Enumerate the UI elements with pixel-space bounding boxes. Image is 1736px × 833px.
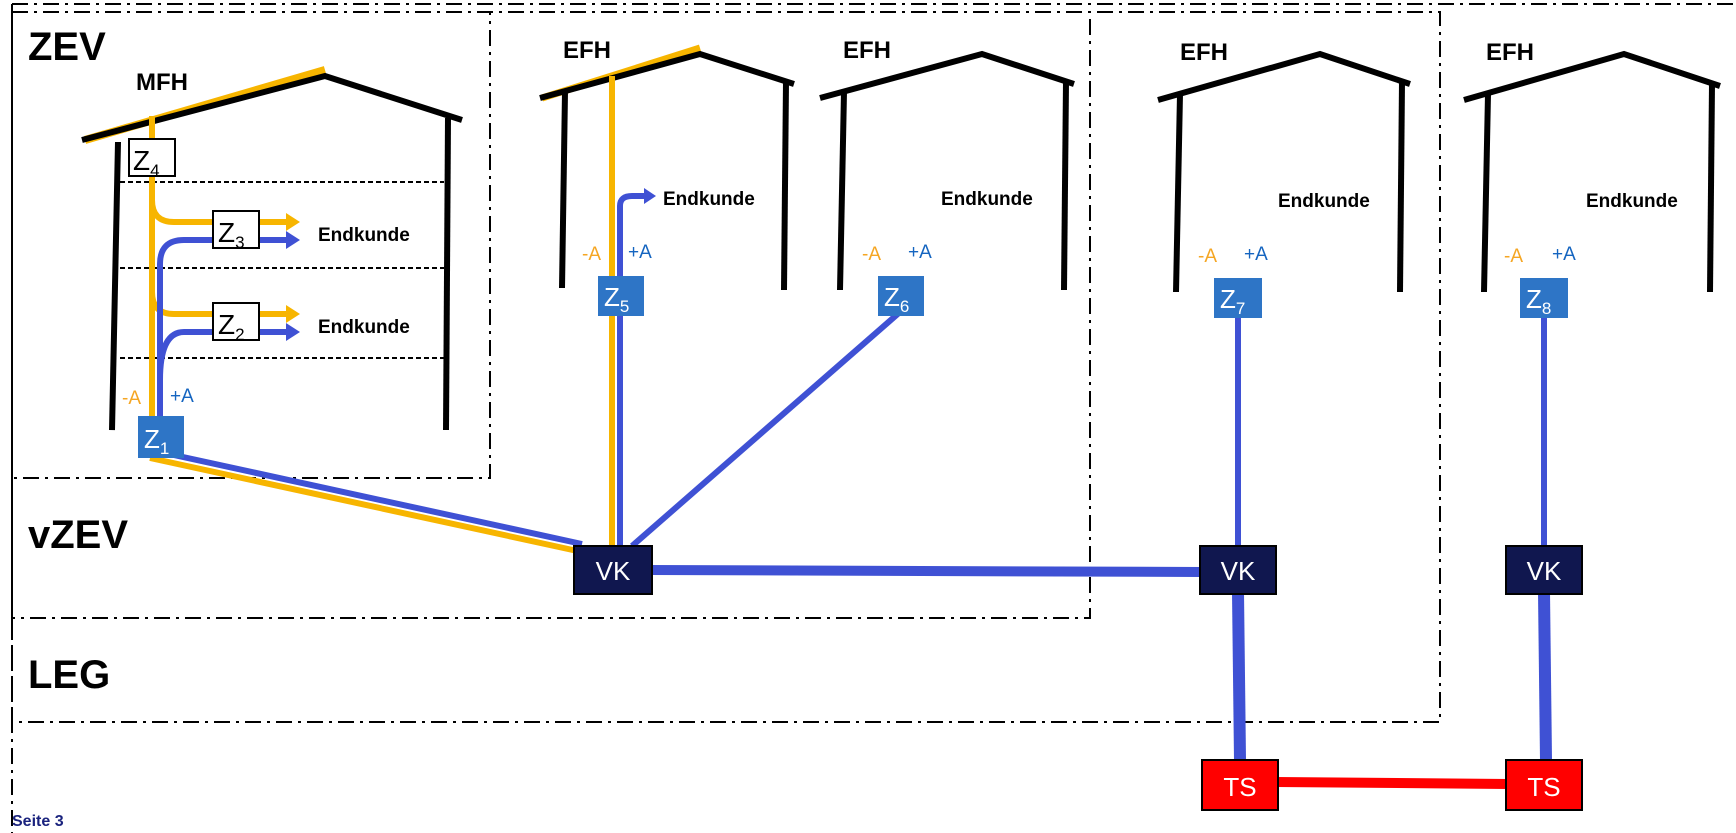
svg-text:Z5: Z5 — [604, 282, 629, 316]
line-z6-vk1 — [630, 309, 902, 549]
svg-text:Z3: Z3 — [218, 217, 245, 252]
svg-text:Z2: Z2 — [218, 309, 245, 344]
customer-label-z3: Endkunde — [318, 225, 410, 246]
house-label-mfh: MFH — [136, 69, 188, 96]
vk-box-2: VK — [1199, 545, 1277, 595]
minus-a-z1: -A — [122, 388, 141, 409]
svg-text:Z6: Z6 — [884, 282, 909, 316]
meter-z2: Z2 — [212, 302, 260, 344]
line-vk2-ts1 — [1232, 591, 1246, 761]
meter-z4: Z4 — [128, 138, 176, 180]
house-efh-3: EFH — [1157, 39, 1411, 293]
arrowhead-z5 — [644, 188, 656, 204]
vk-box-1: VK — [573, 545, 653, 595]
svg-text:Z8: Z8 — [1526, 284, 1551, 318]
svg-text:Z1: Z1 — [144, 424, 169, 458]
svg-text:VK: VK — [1527, 556, 1562, 586]
line-z1-vk1-solar — [149, 455, 583, 555]
customer-label-z8: Endkunde — [1586, 191, 1678, 212]
meter-z5: Z5 — [598, 276, 644, 316]
zone-label-zev: ZEV — [28, 25, 106, 69]
minus-a-z8: -A — [1504, 246, 1523, 267]
line-vk3-ts2 — [1538, 591, 1552, 761]
svg-text:TS: TS — [1527, 772, 1560, 802]
svg-text:Z4: Z4 — [133, 145, 160, 180]
vk-box-3: VK — [1505, 545, 1583, 595]
house-label-efh-1: EFH — [563, 37, 611, 64]
plus-a-z1: +A — [170, 386, 194, 407]
plus-a-z7: +A — [1244, 244, 1268, 265]
minus-a-z5: -A — [582, 244, 601, 265]
svg-text:VK: VK — [596, 556, 631, 586]
meter-z8: Z8 — [1520, 278, 1568, 318]
page-number: Seite 3 — [12, 813, 64, 830]
house-label-efh-3: EFH — [1180, 39, 1228, 66]
mfh-grid-lines — [157, 237, 290, 418]
plus-a-z6: +A — [908, 242, 932, 263]
mfh-arrowheads — [286, 213, 300, 341]
zone-label-leg: LEG — [28, 653, 110, 697]
house-label-efh-4: EFH — [1486, 39, 1534, 66]
customer-label-z7: Endkunde — [1278, 191, 1370, 212]
svg-text:VK: VK — [1221, 556, 1256, 586]
customer-label-z5: Endkunde — [663, 189, 755, 210]
house-label-efh-2: EFH — [843, 37, 891, 64]
house-efh-4: EFH — [1463, 39, 1721, 293]
minus-a-z7: -A — [1198, 246, 1217, 267]
zone-label-vzev: vZEV — [28, 513, 128, 557]
plus-a-z8: +A — [1552, 244, 1576, 265]
customer-label-z2: Endkunde — [318, 317, 410, 338]
meter-z6: Z6 — [878, 276, 924, 316]
meter-z3: Z3 — [212, 210, 260, 252]
house-efh-2: EFH — [819, 37, 1075, 291]
svg-text:TS: TS — [1223, 772, 1256, 802]
zone-leg-boundary — [11, 11, 1441, 723]
svg-text:Z7: Z7 — [1220, 284, 1245, 318]
customer-label-z6: Endkunde — [941, 189, 1033, 210]
house-efh-1: EFH — [539, 37, 795, 291]
ts-box-2: TS — [1505, 759, 1583, 811]
line-z1-vk1-grid — [159, 449, 583, 547]
minus-a-z6: -A — [862, 244, 881, 265]
meter-z7: Z7 — [1214, 278, 1262, 318]
line-ts1-ts2 — [1275, 777, 1509, 789]
line-z5-endkunde — [617, 193, 646, 286]
plus-a-z5: +A — [628, 242, 652, 263]
ts-box-1: TS — [1201, 759, 1279, 811]
meter-z1: Z1 — [138, 416, 184, 458]
house-mfh: MFH — [81, 66, 463, 431]
line-vk1-vk2 — [649, 565, 1203, 577]
